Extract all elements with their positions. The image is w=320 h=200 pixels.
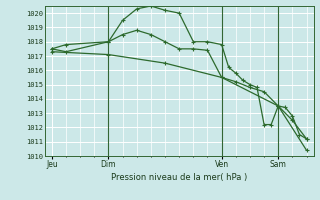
X-axis label: Pression niveau de la mer( hPa ): Pression niveau de la mer( hPa ) (111, 173, 247, 182)
